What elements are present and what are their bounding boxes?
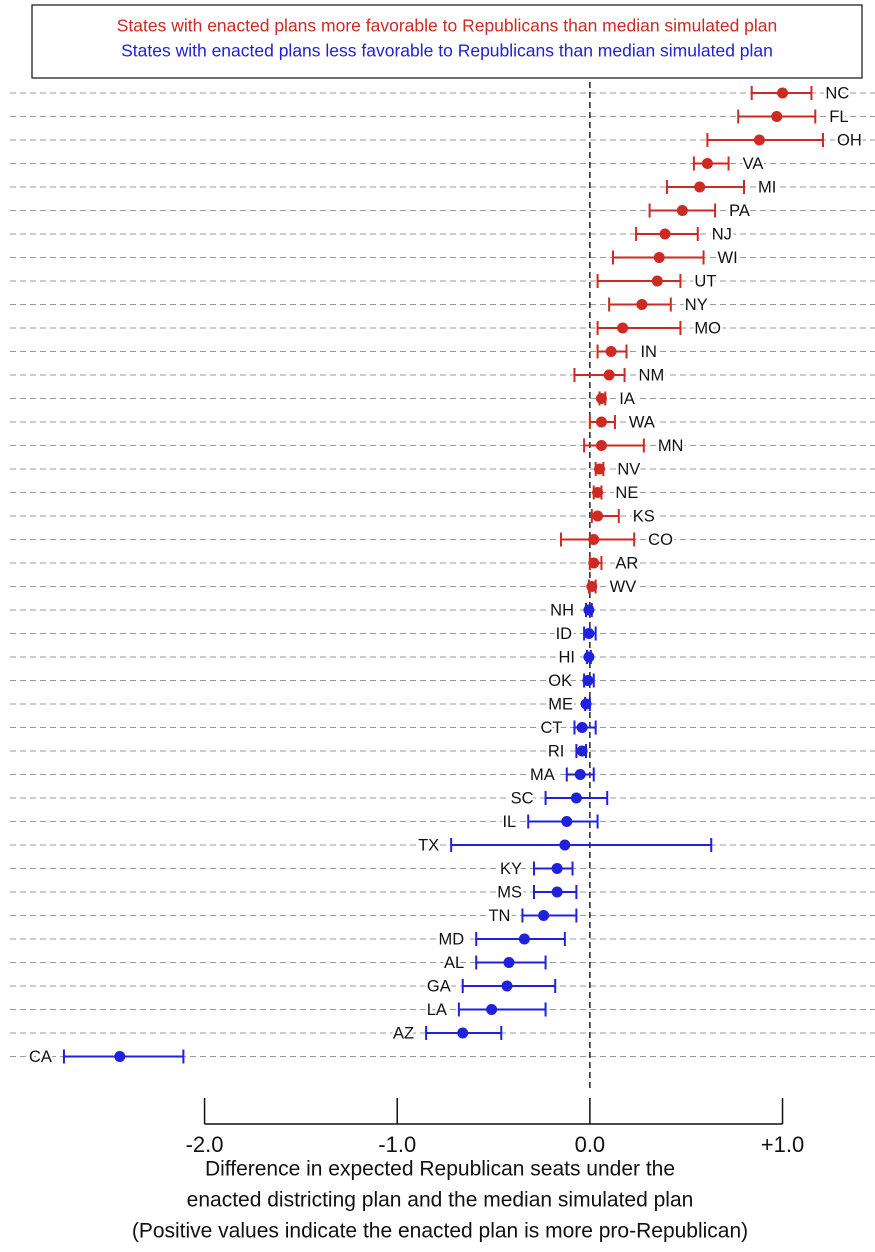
state-label: AR [615,554,638,572]
dot [486,1004,498,1015]
state-label: WA [629,413,655,431]
x-tick-label: -2.0 [186,1132,224,1157]
state-label: NM [639,366,665,384]
state-label: IA [619,390,635,408]
dot [595,393,607,404]
dot [771,111,783,122]
dot [561,816,573,827]
dot [694,181,706,193]
dot [595,416,607,428]
dot [583,628,595,639]
state-label: AL [444,954,464,972]
dot [551,886,563,898]
dot [592,487,604,498]
x-axis-title: (Positive values indicate the enacted pl… [132,1220,748,1243]
state-label: NC [825,84,849,102]
dot [538,910,550,921]
state-label: SC [511,789,534,807]
state-label: OK [548,672,572,690]
state-label: OH [837,131,862,149]
dot [753,134,765,146]
state-label: AZ [393,1024,414,1042]
dot [576,745,588,757]
dot [457,1027,469,1039]
dot [617,322,629,334]
legend-entry: States with enacted plans less favorable… [121,41,773,61]
state-label: NY [685,296,708,314]
state-label: MO [694,319,721,337]
dot [594,463,606,475]
x-tick-label: -1.0 [378,1132,416,1157]
dot [777,87,789,99]
dot [588,534,600,545]
dot [651,275,663,287]
dot [659,228,671,240]
state-label: NV [617,460,640,478]
state-label: NH [550,601,574,619]
state-label: ME [548,695,573,713]
state-label: CT [540,719,562,737]
state-label: CA [29,1048,52,1066]
dot [583,604,595,616]
state-label: PA [729,202,750,220]
dot [676,205,688,216]
x-axis-title: enacted districting plan and the median … [187,1189,694,1212]
dot [592,510,604,522]
x-tick-label: +1.0 [761,1132,804,1157]
state-label: WV [610,578,637,596]
dot [570,792,582,804]
dot [701,158,713,169]
state-label: HI [558,648,575,666]
dot [559,839,571,851]
state-label: ID [556,625,573,643]
dot [114,1051,126,1062]
state-label: GA [427,977,451,995]
dot [574,769,586,780]
state-label: KS [633,507,655,525]
state-label: VA [743,155,764,173]
dot [586,581,598,592]
state-label: TX [418,836,439,854]
state-label: UT [694,272,716,290]
dot [576,722,588,733]
state-label: KY [500,860,522,878]
state-label: MA [530,766,555,784]
state-label: MS [497,883,522,901]
state-label: MI [758,178,776,196]
x-tick-label: 0.0 [575,1132,606,1157]
dot [503,957,515,968]
dot [588,557,600,569]
legend-box [31,4,863,79]
dot [636,299,648,310]
dot [595,440,607,451]
state-label: IN [640,343,657,361]
dot [583,651,595,663]
legend-entry: States with enacted plans more favorable… [117,16,778,36]
x-axis-title: Difference in expected Republican seats … [205,1158,675,1181]
dot [605,346,617,357]
state-label: LA [427,1001,447,1019]
state-label: TN [488,907,510,925]
state-label: RI [548,742,565,760]
state-label: WI [718,249,738,267]
dot [518,933,530,945]
dot [580,698,592,710]
dot [582,675,594,686]
dot [501,980,513,992]
dot [603,369,615,381]
dot [653,252,665,263]
dot [551,863,563,874]
state-label: CO [648,531,673,549]
state-label: NE [615,484,638,502]
state-label: IL [502,813,516,831]
state-label: MN [658,437,684,455]
state-label: MD [439,930,465,948]
state-label: NJ [712,225,732,243]
state-label: FL [829,108,848,126]
